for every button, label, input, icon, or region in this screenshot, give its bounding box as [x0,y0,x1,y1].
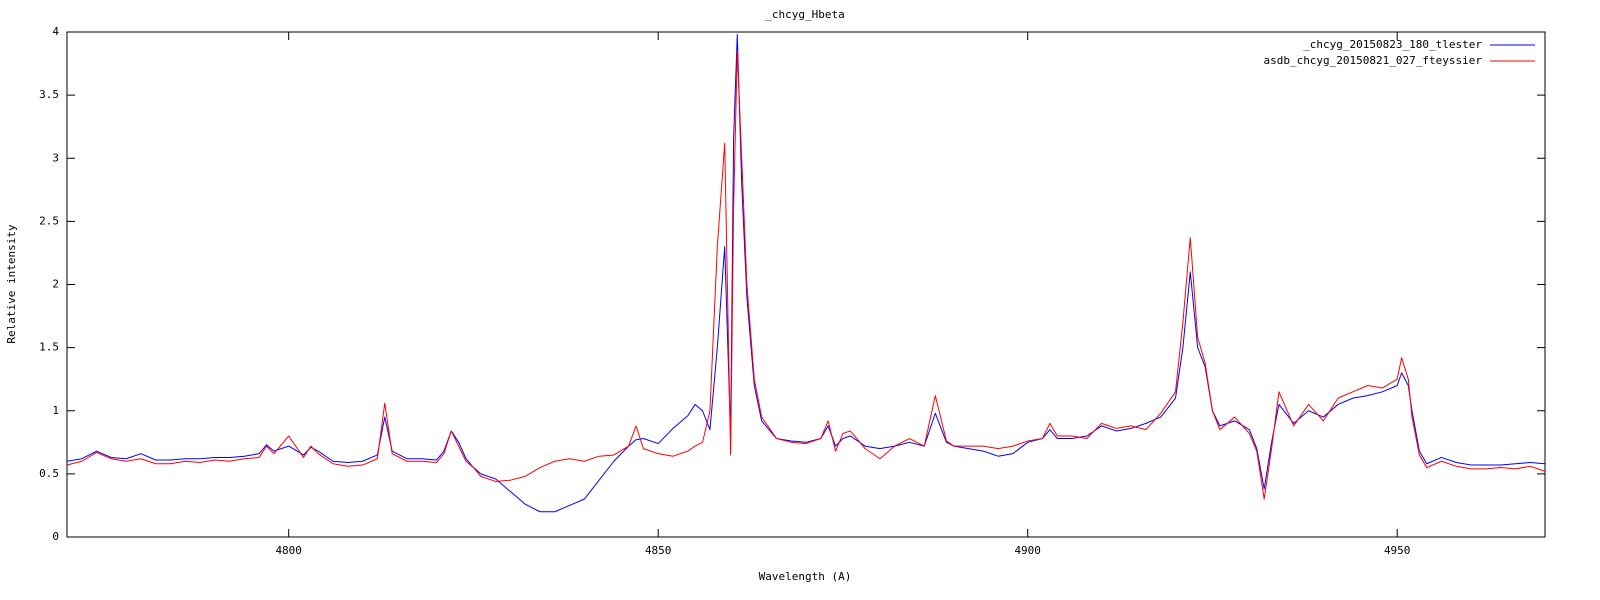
legend-label: asdb_chcyg_20150821_027_fteyssier [1263,54,1482,67]
y-tick-label: 4 [52,25,59,38]
legend-label: _chcyg_20150823_180_tlester [1303,38,1482,51]
x-tick-label: 4800 [275,544,302,557]
x-tick-label: 4950 [1384,544,1411,557]
y-tick-label: 3 [52,151,59,164]
y-tick-label: 2.5 [39,214,59,227]
chart-title: _chcyg_Hbeta [765,8,844,21]
series-line [66,34,1546,513]
x-axis-label: Wavelength (A) [759,570,852,583]
y-tick-label: 0.5 [39,467,59,480]
y-axis-label: Relative intensity [5,224,18,344]
y-tick-label: 1 [52,404,59,417]
y-tick-label: 2 [52,278,59,291]
x-tick-label: 4850 [645,544,672,557]
series-line [66,50,1546,500]
y-tick-label: 0 [52,530,59,543]
y-tick-label: 3.5 [39,88,59,101]
y-tick-label: 1.5 [39,341,59,354]
x-tick-label: 4900 [1014,544,1041,557]
